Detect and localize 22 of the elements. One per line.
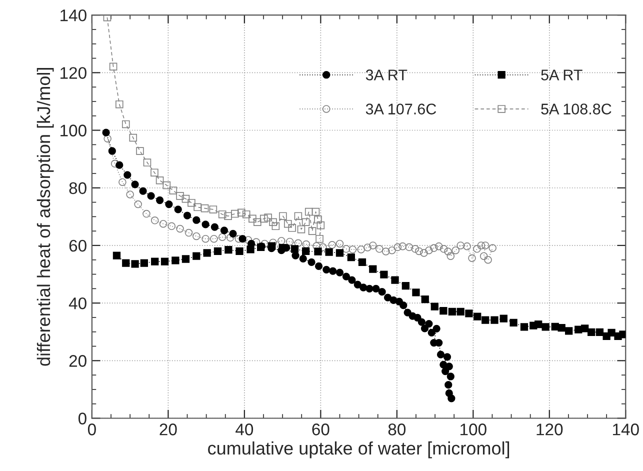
x-tick-label: 80 (388, 424, 406, 436)
y-tick-label: 0 (78, 412, 86, 424)
x-tick-label: 100 (460, 424, 486, 436)
x-axis-title: cumulative uptake of water [micromol] (208, 441, 510, 458)
legend-label: 3A RT (366, 70, 408, 80)
x-tick-label: 40 (236, 424, 254, 436)
y-tick-label: 20 (69, 355, 86, 367)
x-tick-label: 0 (88, 424, 96, 436)
y-tick-label: 80 (69, 182, 86, 194)
y-tick-label: 140 (60, 9, 86, 22)
y-axis-title: differential heat of adsorption [kJ/mol] (36, 68, 54, 366)
legend-label: 5A RT (541, 70, 582, 80)
x-tick-label: 120 (536, 424, 563, 436)
y-tick-label: 40 (68, 297, 86, 310)
y-tick-label: 120 (60, 67, 86, 79)
y-tick-label: 60 (69, 240, 86, 252)
x-tick-label: 60 (312, 424, 330, 436)
x-tick-label: 20 (160, 424, 177, 436)
x-tick-label: 140 (613, 424, 639, 436)
legend-label: 3A 107.6C (366, 104, 436, 114)
y-tick-label: 100 (60, 124, 86, 136)
legend-label: 5A 108.8C (541, 104, 612, 114)
